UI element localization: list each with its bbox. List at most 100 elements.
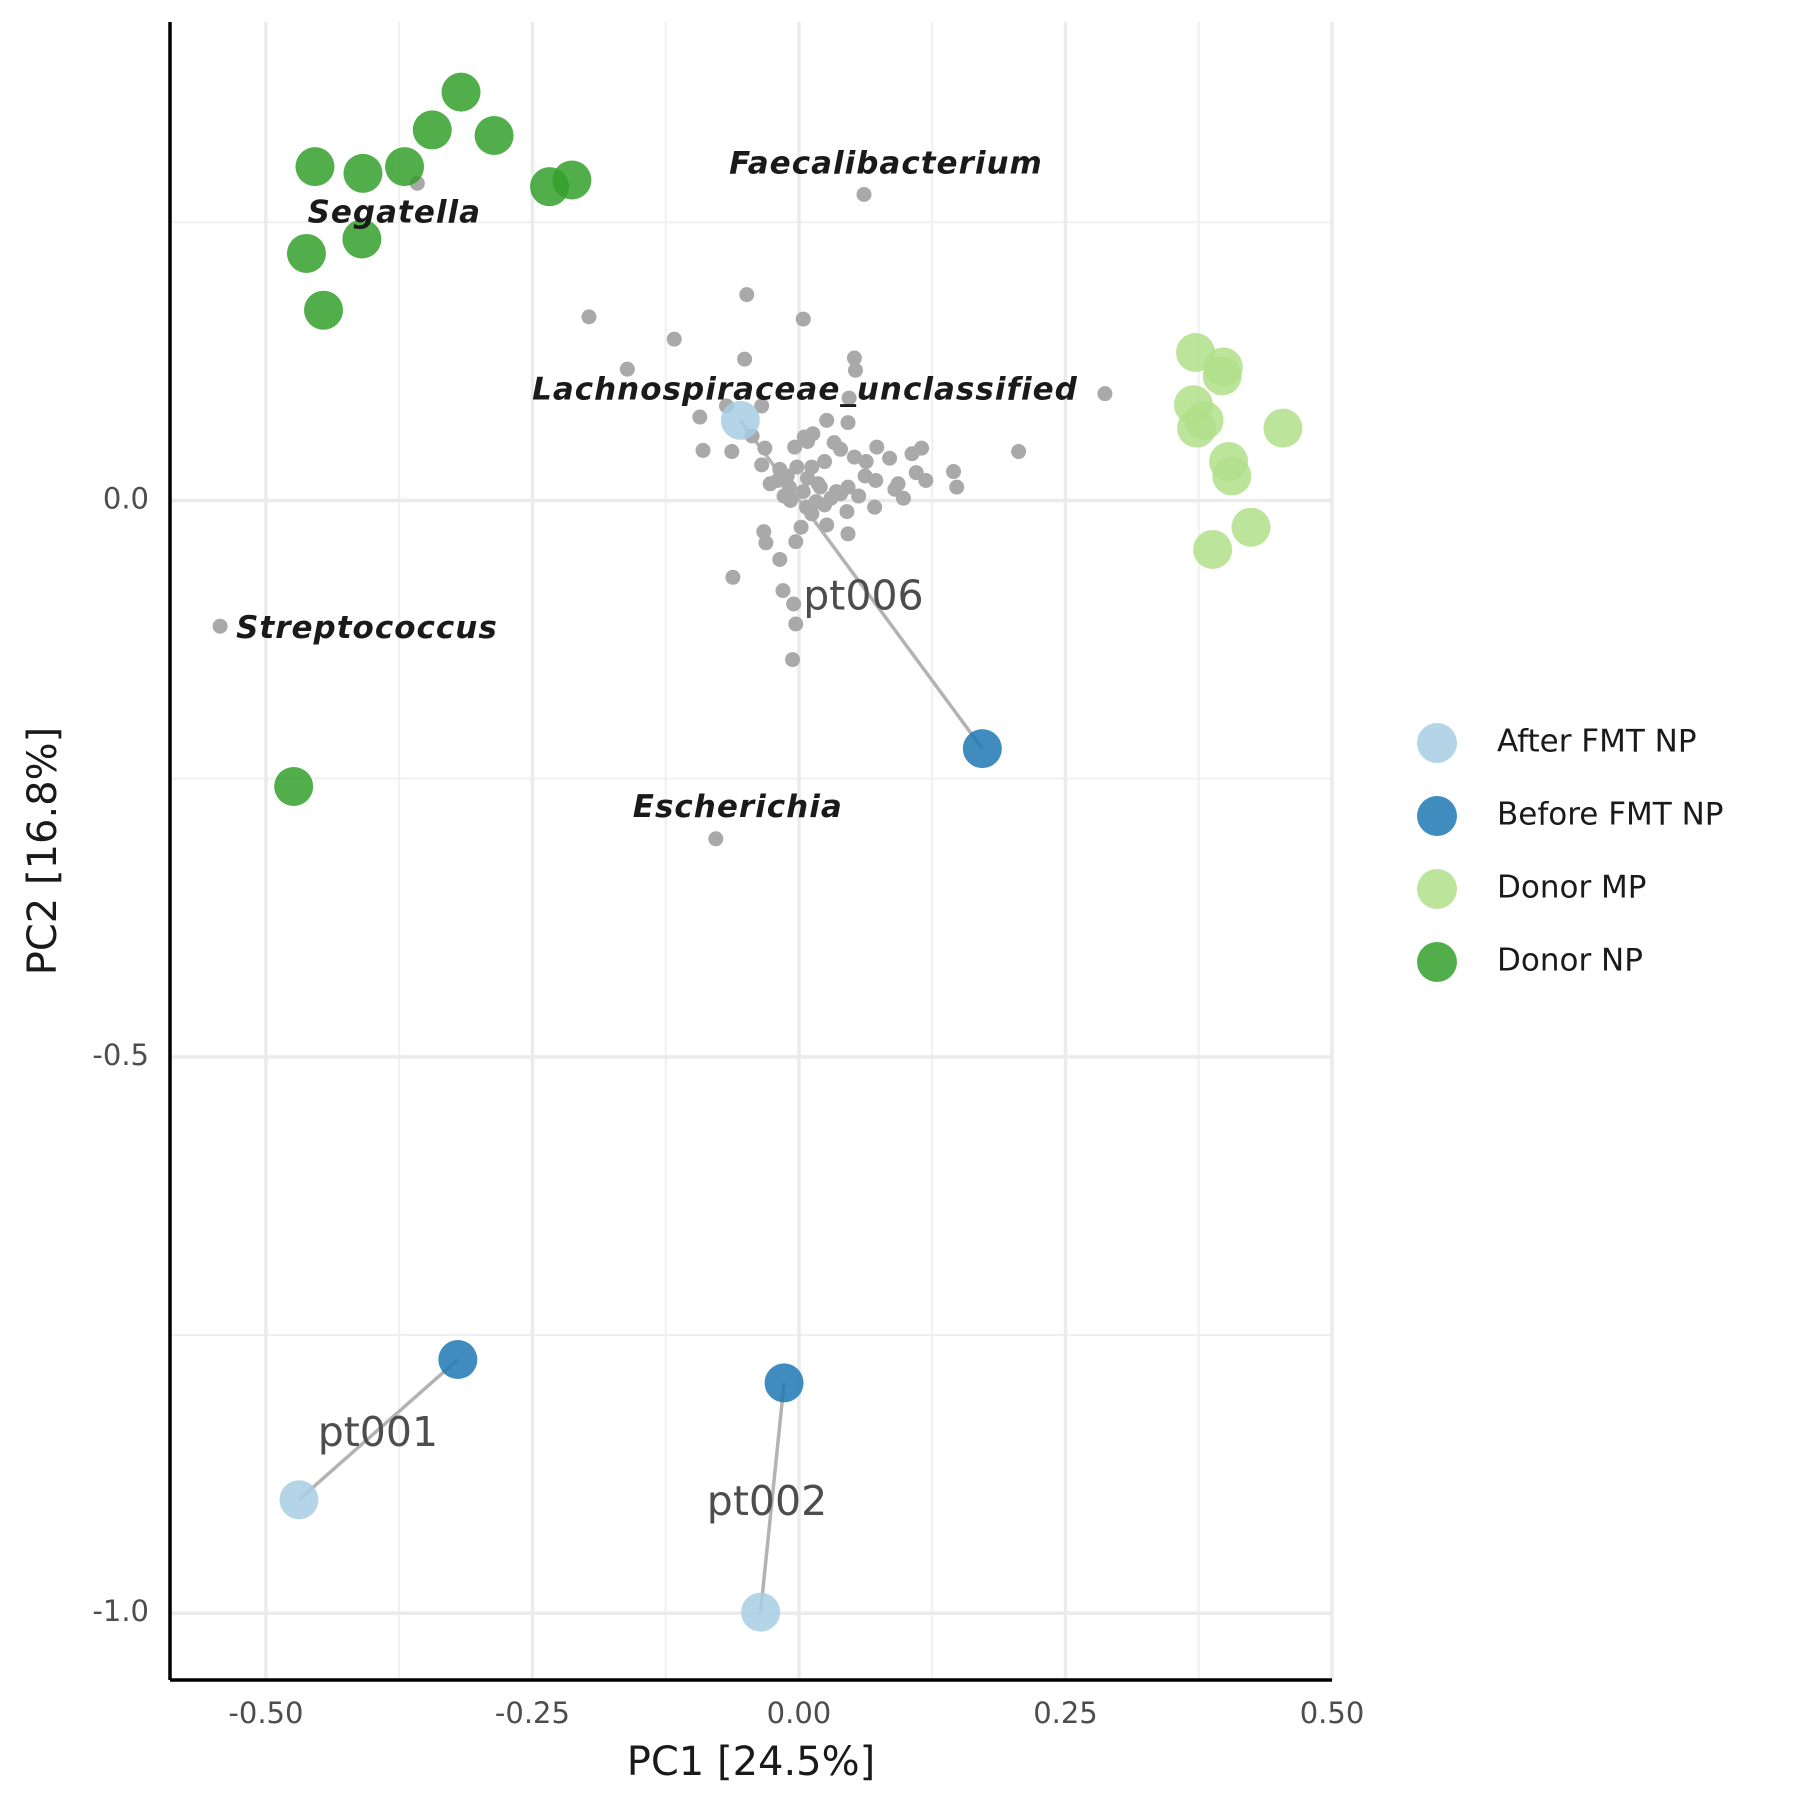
taxon-point: [840, 526, 856, 542]
sample-point: [1212, 456, 1252, 496]
taxon-point: [904, 446, 920, 462]
taxon-point: [833, 486, 849, 502]
sample-point: [274, 766, 314, 806]
legend-label: After FMT NP: [1497, 724, 1697, 760]
patient-label: pt002: [707, 1477, 827, 1525]
taxon-point: [840, 415, 856, 431]
axes: -0.50 -0.25 0.00 0.25 0.50 -1.0 -0.5 0.0 PC1 [24…: [20, 22, 1364, 1785]
y-tick-label: 0.0: [103, 481, 149, 515]
sample-point: [1263, 408, 1303, 448]
sample-point: [304, 290, 344, 330]
patient-link-line: [297, 1358, 459, 1502]
patient-label: pt006: [803, 571, 923, 619]
taxon-point: [695, 442, 711, 458]
taxon-point: [856, 186, 872, 202]
sample-point: [342, 219, 382, 259]
x-tick-label: 0.00: [767, 1696, 832, 1730]
taxon-point: [619, 361, 635, 377]
taxon-label: Faecalibacterium: [729, 145, 1043, 181]
taxon-point: [918, 472, 934, 488]
y-tick-label: -0.5: [92, 1038, 149, 1072]
taxon-label: Lachnospiraceae_unclassified: [532, 372, 1078, 408]
taxon-point: [779, 468, 795, 484]
y-tick-label: -1.0: [92, 1594, 149, 1628]
patient-link-line: [758, 1382, 786, 1613]
taxon-point: [757, 440, 773, 456]
taxon-point: [946, 464, 962, 480]
sample-point: [1177, 408, 1217, 448]
sample-point: [764, 1363, 804, 1403]
taxon-point: [754, 457, 770, 473]
taxon-point: [949, 479, 965, 495]
y-axis-title: PC2 [16.8%]: [20, 727, 66, 976]
sample-point: [286, 233, 326, 273]
sample-point: [343, 153, 383, 193]
taxon-point: [692, 409, 708, 425]
taxon-point: [1011, 444, 1027, 460]
taxon-point: [775, 583, 791, 599]
taxon-point: [581, 309, 597, 325]
taxon-point: [804, 506, 820, 522]
taxon-point: [758, 535, 774, 551]
taxon-point: [869, 439, 885, 455]
x-axis-title: PC1 [24.5%]: [627, 1739, 876, 1785]
legend-key: [1417, 723, 1457, 763]
sample-point: [1193, 529, 1233, 569]
sample-point: [1231, 507, 1271, 547]
taxon-point: [756, 524, 772, 540]
sample-point: [720, 400, 760, 440]
taxon-point: [846, 350, 862, 366]
legend-key: [1417, 796, 1457, 836]
taxon-point: [817, 454, 833, 470]
taxon-point: [737, 351, 753, 367]
sample-point: [962, 729, 1002, 769]
legend-label: Donor NP: [1497, 943, 1643, 979]
sample-points: [274, 72, 1303, 1632]
taxon-point: [724, 444, 740, 460]
x-tick-label: 0.25: [1033, 1696, 1098, 1730]
sample-point: [295, 147, 335, 187]
taxon-point: [810, 476, 826, 492]
taxon-point: [772, 551, 788, 567]
taxon-point: [851, 488, 867, 504]
taxon-point: [708, 831, 724, 847]
patient-label: pt001: [318, 1408, 438, 1456]
taxon-point: [788, 616, 804, 632]
legend-label: Donor MP: [1497, 870, 1647, 906]
taxon-point: [833, 441, 849, 457]
taxon-point: [725, 569, 741, 585]
taxon-point: [882, 450, 898, 466]
taxon-point: [666, 331, 682, 347]
taxon-point: [800, 434, 816, 450]
legend-key: [1417, 942, 1457, 982]
taxon-point: [868, 472, 884, 488]
taxon-point: [867, 499, 883, 515]
taxon-point: [839, 504, 855, 520]
taxon-point: [789, 459, 805, 475]
taxon-point: [819, 517, 835, 533]
taxon-point: [212, 618, 228, 634]
taxon-point: [788, 534, 804, 550]
sample-point: [552, 160, 592, 200]
legend-key: [1417, 869, 1457, 909]
sample-point: [438, 1340, 478, 1380]
taxon-point: [1097, 386, 1113, 402]
taxon-point: [841, 390, 857, 406]
taxon-point: [846, 449, 862, 465]
x-tick-label: -0.50: [228, 1696, 303, 1730]
taxon-point: [739, 287, 755, 303]
taxon-point: [847, 362, 863, 378]
sample-point: [1202, 356, 1242, 396]
x-tick-label: 0.50: [1300, 1696, 1365, 1730]
taxon-point: [819, 412, 835, 428]
taxon-point: [785, 652, 801, 668]
taxon-point: [795, 311, 811, 327]
taxon-point: [858, 454, 874, 470]
taxon-point: [793, 519, 809, 535]
taxon-point: [786, 596, 802, 612]
taxa-points: [212, 175, 1113, 847]
taxon-point: [782, 492, 798, 508]
taxon-point: [808, 494, 824, 510]
taxon-label: Escherichia: [633, 789, 843, 825]
sample-point: [412, 110, 452, 150]
